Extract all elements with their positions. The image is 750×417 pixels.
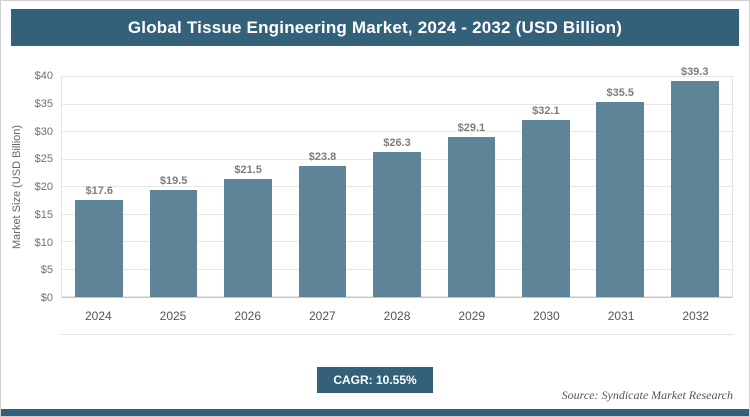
bar-value-label: $26.3 <box>383 137 411 150</box>
y-axis-ticks: $0 $5 $10 $15 $20 $25 $30 $35 $40 <box>25 70 61 304</box>
chart-area: Market Size (USD Billion) $0 $5 $10 $15 $20 $… <box>9 66 733 335</box>
y-tick-label: $5 <box>40 264 53 277</box>
bars: $17.6 $19.5 $21.5 $23.8 $26.3 $29.1 $32.1 $35.5… <box>62 66 732 297</box>
bar-column: $29.1 <box>434 77 508 297</box>
bar-column: $21.5 <box>211 77 285 297</box>
plot-column: $17.6 $19.5 $21.5 $23.8 $26.3 $29.1 $32.1 $35.5… <box>61 66 733 335</box>
chart-title: Global Tissue Engineering Market, 2024 -… <box>127 17 623 37</box>
x-axis-labels: 2024 2025 2026 2027 2028 2029 2030 2031 2032 <box>61 298 733 335</box>
header-bar: Global Tissue Engineering Market, 2024 -… <box>11 9 739 46</box>
bar-column: $35.5 <box>583 77 657 297</box>
bar-column: $19.5 <box>136 77 210 297</box>
x-tick-label: 2029 <box>458 309 486 323</box>
y-tick-label: $40 <box>34 70 53 82</box>
bar-value-label: $32.1 <box>532 105 560 118</box>
bar-value-label: $21.5 <box>234 163 262 176</box>
bar <box>75 200 124 297</box>
bar-value-label: $23.8 <box>308 151 337 164</box>
bar <box>596 101 645 297</box>
y-tick-label: $0 <box>40 292 53 304</box>
bar-value-label: $29.1 <box>457 121 486 134</box>
gridline <box>62 76 732 77</box>
x-tick-label: 2028 <box>383 309 411 323</box>
bar-column: $17.6 <box>62 77 136 297</box>
bar-column: $39.3 <box>658 66 732 297</box>
y-tick-label: $10 <box>34 236 53 249</box>
bar-value-label: $35.5 <box>606 86 635 99</box>
y-tick-label: $30 <box>34 125 53 138</box>
y-axis-title: Market Size (USD Billion) <box>11 124 23 250</box>
x-tick-label: 2031 <box>607 309 635 323</box>
x-tick-label: 2024 <box>84 309 112 323</box>
x-tick-label: 2025 <box>159 309 187 323</box>
bar-column: $26.3 <box>360 77 434 297</box>
cagr-badge: CAGR: 10.55% <box>317 367 433 393</box>
x-tick-label: 2032 <box>682 309 710 323</box>
bar <box>522 120 570 297</box>
y-tick-label: $35 <box>34 97 53 110</box>
bar <box>447 136 496 297</box>
x-tick-label: 2030 <box>533 309 560 323</box>
footer-strip <box>1 409 749 416</box>
bar <box>373 152 421 297</box>
bar-column: $23.8 <box>285 77 359 297</box>
y-tick-label: $15 <box>34 208 53 221</box>
bar <box>298 166 347 297</box>
bar <box>670 80 719 297</box>
bar-value-label: $19.5 <box>159 174 188 187</box>
x-tick-label: 2027 <box>309 309 336 323</box>
bar <box>224 178 272 297</box>
y-tick-label: $20 <box>34 181 53 193</box>
gridline <box>62 103 732 105</box>
plot-area: $17.6 $19.5 $21.5 $23.8 $26.3 $29.1 $32.1 $35.5… <box>61 66 733 298</box>
source-text: Source: Syndicate Market Research <box>561 388 733 402</box>
x-tick-label: 2026 <box>234 309 262 323</box>
bar-value-label: $39.3 <box>680 65 709 78</box>
gridline <box>62 131 732 132</box>
y-tick-label: $25 <box>34 153 53 166</box>
bar-column: $32.1 <box>509 77 583 297</box>
bar-value-label: $17.6 <box>85 185 113 198</box>
footer-row: CAGR: 10.55% Source: Syndicate Market Re… <box>1 367 749 402</box>
bar <box>149 189 198 297</box>
